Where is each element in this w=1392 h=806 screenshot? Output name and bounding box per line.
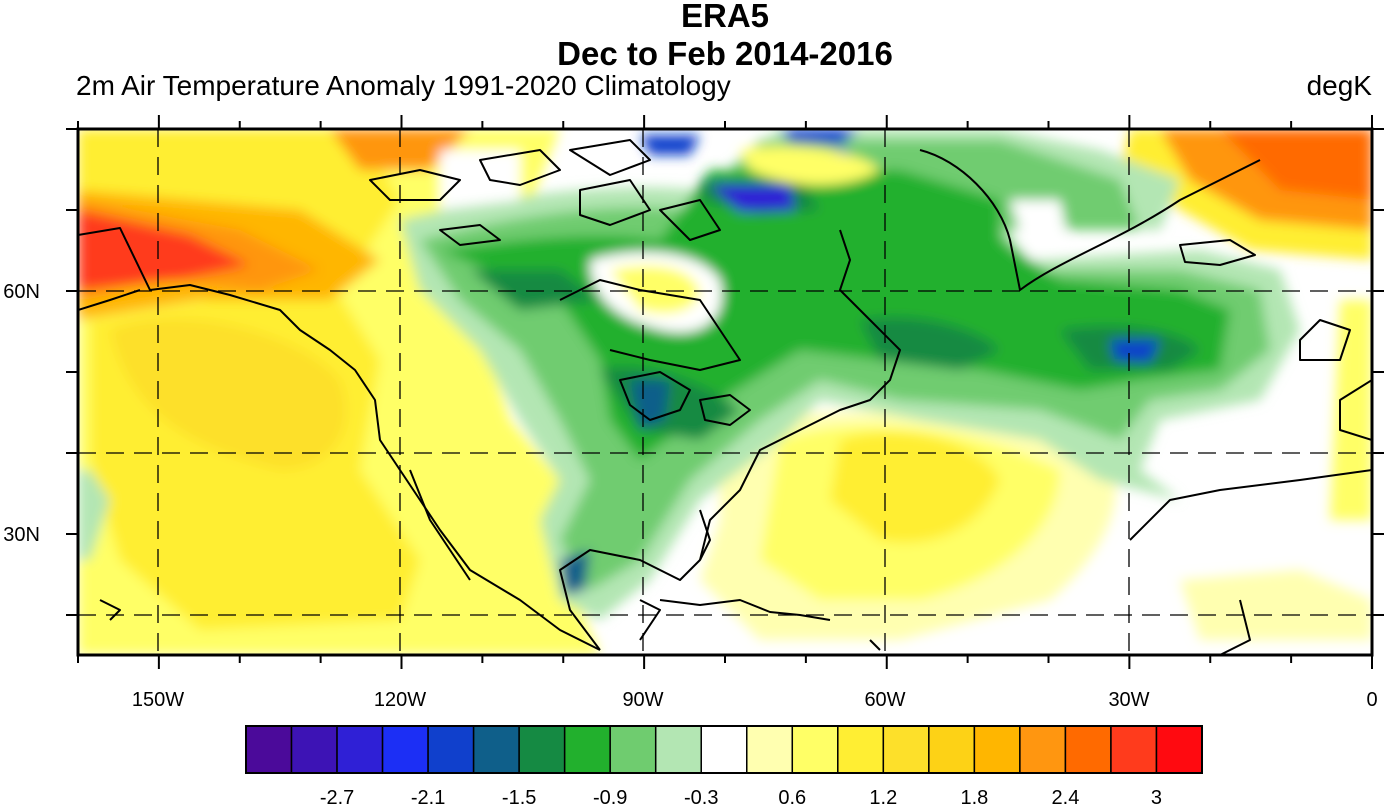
map-title: ERA5 <box>680 0 770 34</box>
colorbar-tick-label: 1.2 <box>869 787 897 806</box>
colorbar-swatch <box>973 725 1021 774</box>
axis-ticks <box>66 115 1384 669</box>
colorbar-swatch <box>518 725 566 774</box>
colorbar-tick-label: 1.8 <box>960 787 988 806</box>
colorbar-swatch <box>882 725 930 774</box>
coastlines <box>78 139 1372 655</box>
graticule <box>78 129 1372 655</box>
colorbar-tick-label: -2.7 <box>320 787 354 806</box>
colorbar-swatch <box>427 725 475 774</box>
x-tick-label: 120W <box>374 689 426 711</box>
colorbar-swatch <box>381 725 429 774</box>
colorbar-swatch <box>290 725 338 774</box>
colorbar-swatch <box>1110 725 1158 774</box>
colorbar-swatch <box>837 725 885 774</box>
colorbar-swatch <box>472 725 520 774</box>
x-tick-label: 90W <box>622 689 663 711</box>
colorbar-outline <box>245 725 1203 774</box>
variable-label: 2m Air Temperature Anomaly 1991-2020 Cli… <box>76 70 731 101</box>
map-subtitle: Dec to Feb 2014-2016 <box>557 35 893 72</box>
colorbar-swatch <box>245 725 293 774</box>
x-tick-label: 150W <box>132 689 184 711</box>
colorbar-tick-label: 0.6 <box>778 787 806 806</box>
colorbar-swatch <box>1019 725 1067 774</box>
colorbar-swatch <box>928 725 976 774</box>
colorbar-labels: -2.7 -2.1 -1.5 -0.9 -0.3 0.6 1.2 1.8 2.4 3 <box>320 787 1162 806</box>
colorbar-swatch <box>1155 725 1203 774</box>
colorbar-swatch <box>791 725 839 774</box>
colorbar-swatch <box>654 725 702 774</box>
colorbar-tick-label: 3 <box>1151 787 1162 806</box>
y-tick-label: 60N <box>3 281 40 303</box>
colorbar-tick-label: 2.4 <box>1052 787 1080 806</box>
colorbar-swatch <box>336 725 384 774</box>
colorbar-swatch <box>563 725 611 774</box>
axis-labels: 150W 120W 90W 60W 30W 0 60N 30N <box>3 281 1377 711</box>
colorbar-tick-label: -0.3 <box>684 787 718 806</box>
units-label: degK <box>1306 70 1372 101</box>
y-tick-label: 30N <box>3 524 40 546</box>
colorbar-swatch <box>700 725 748 774</box>
colorbar-swatch <box>746 725 794 774</box>
colorbar <box>245 725 1203 774</box>
colorbar-tick-label: -1.5 <box>502 787 536 806</box>
colorbar-tick-label: -0.9 <box>593 787 627 806</box>
anomaly-field <box>78 129 1372 655</box>
x-tick-label: 0 <box>1366 689 1377 711</box>
colorbar-tick-label: -2.1 <box>411 787 445 806</box>
colorbar-swatch <box>609 725 657 774</box>
colorbar-swatch <box>1064 725 1112 774</box>
x-tick-label: 60W <box>864 689 905 711</box>
x-tick-label: 30W <box>1108 689 1149 711</box>
